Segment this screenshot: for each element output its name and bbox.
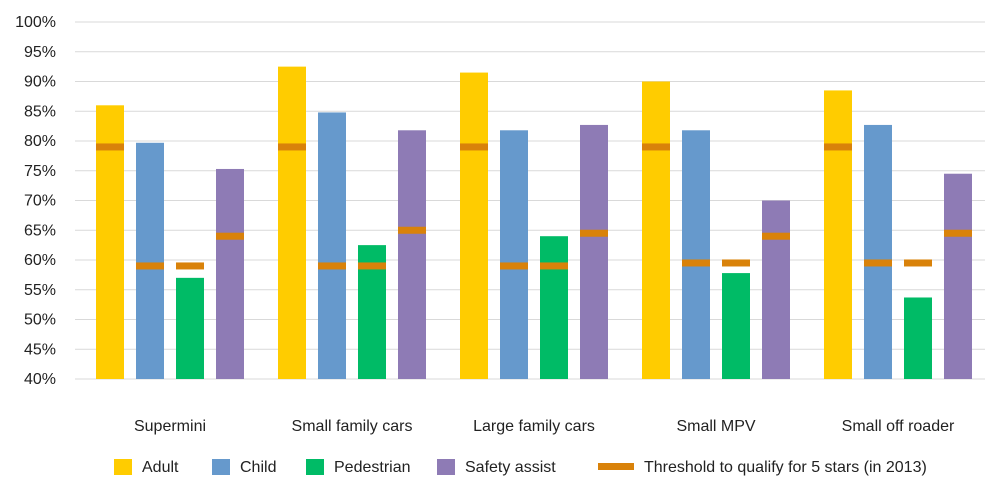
threshold-marker bbox=[722, 259, 750, 267]
y-tick-label: 45% bbox=[24, 341, 56, 358]
threshold-marker bbox=[864, 259, 892, 267]
threshold-marker bbox=[216, 232, 244, 240]
bars bbox=[96, 66, 972, 380]
bar-child bbox=[318, 112, 346, 379]
bar-adult bbox=[824, 90, 852, 380]
bar-safety-assist bbox=[580, 124, 608, 379]
bar-adult bbox=[460, 72, 488, 379]
y-tick-label: 70% bbox=[24, 193, 56, 210]
threshold-marker bbox=[136, 262, 164, 270]
threshold-marker bbox=[682, 259, 710, 267]
threshold-marker bbox=[358, 262, 386, 270]
legend: Adult Child Pedestrian Safety assist Thresho… bbox=[114, 459, 927, 476]
threshold-marker bbox=[318, 262, 346, 270]
x-axis-category-labels: Supermini Small family cars Large family c… bbox=[134, 418, 955, 435]
bar-adult bbox=[278, 66, 306, 379]
legend-swatch bbox=[306, 459, 324, 475]
y-tick-label: 60% bbox=[24, 252, 56, 269]
bar-safety-assist bbox=[216, 168, 244, 379]
threshold-marker bbox=[278, 143, 306, 151]
y-tick-label: 100% bbox=[15, 14, 56, 31]
bar-child bbox=[136, 142, 164, 379]
legend-label: Safety assist bbox=[465, 459, 556, 476]
threshold-marker bbox=[642, 143, 670, 151]
threshold-marker bbox=[540, 262, 568, 270]
threshold-marker bbox=[762, 232, 790, 240]
legend-item: Safety assist bbox=[437, 459, 556, 476]
x-category-label: Large family cars bbox=[473, 418, 595, 435]
bar-pedestrian bbox=[904, 297, 932, 379]
legend-item: Threshold to qualify for 5 stars (in 201… bbox=[598, 459, 927, 476]
threshold-marker bbox=[500, 262, 528, 270]
bar-pedestrian bbox=[722, 273, 750, 379]
bar-child bbox=[682, 130, 710, 379]
legend-label: Threshold to qualify for 5 stars (in 201… bbox=[644, 459, 927, 476]
bar-safety-assist bbox=[944, 173, 972, 379]
bar-adult bbox=[96, 105, 124, 380]
x-category-label: Small off roader bbox=[842, 418, 955, 435]
bar-safety-assist bbox=[762, 200, 790, 379]
legend-swatch bbox=[598, 463, 634, 470]
threshold-marker bbox=[176, 262, 204, 270]
legend-item: Pedestrian bbox=[306, 459, 411, 476]
y-tick-label: 80% bbox=[24, 133, 56, 150]
legend-swatch bbox=[437, 459, 455, 475]
y-tick-label: 55% bbox=[24, 282, 56, 299]
y-tick-label: 40% bbox=[24, 371, 56, 388]
bar-pedestrian bbox=[176, 277, 204, 379]
threshold-markers bbox=[96, 143, 972, 270]
legend-swatch bbox=[114, 459, 132, 475]
legend-swatch bbox=[212, 459, 230, 475]
threshold-marker bbox=[96, 143, 124, 151]
y-tick-label: 85% bbox=[24, 103, 56, 120]
bar-pedestrian bbox=[540, 236, 568, 379]
y-tick-label: 50% bbox=[24, 312, 56, 329]
y-tick-label: 95% bbox=[24, 44, 56, 61]
y-axis-tick-labels: 40% 45% 50% 55% 60% 65% 70% 75% 80% 85% 90% 95% 100% bbox=[15, 14, 56, 388]
y-tick-label: 65% bbox=[24, 222, 56, 239]
threshold-marker bbox=[944, 229, 972, 237]
x-category-label: Small MPV bbox=[676, 418, 755, 435]
legend-label: Adult bbox=[142, 459, 179, 476]
legend-label: Child bbox=[240, 459, 276, 476]
legend-item: Child bbox=[212, 459, 276, 476]
bar-adult bbox=[642, 81, 670, 379]
bar-child bbox=[500, 130, 528, 379]
bar-safety-assist bbox=[398, 130, 426, 379]
y-tick-label: 90% bbox=[24, 74, 56, 91]
threshold-marker bbox=[398, 226, 426, 234]
threshold-marker bbox=[904, 259, 932, 267]
legend-item: Adult bbox=[114, 459, 179, 476]
y-tick-label: 75% bbox=[24, 163, 56, 180]
threshold-marker bbox=[460, 143, 488, 151]
threshold-marker bbox=[824, 143, 852, 151]
x-category-label: Supermini bbox=[134, 418, 206, 435]
threshold-marker bbox=[580, 229, 608, 237]
legend-label: Pedestrian bbox=[334, 459, 411, 476]
bar-child bbox=[864, 124, 892, 379]
x-category-label: Small family cars bbox=[292, 418, 413, 435]
